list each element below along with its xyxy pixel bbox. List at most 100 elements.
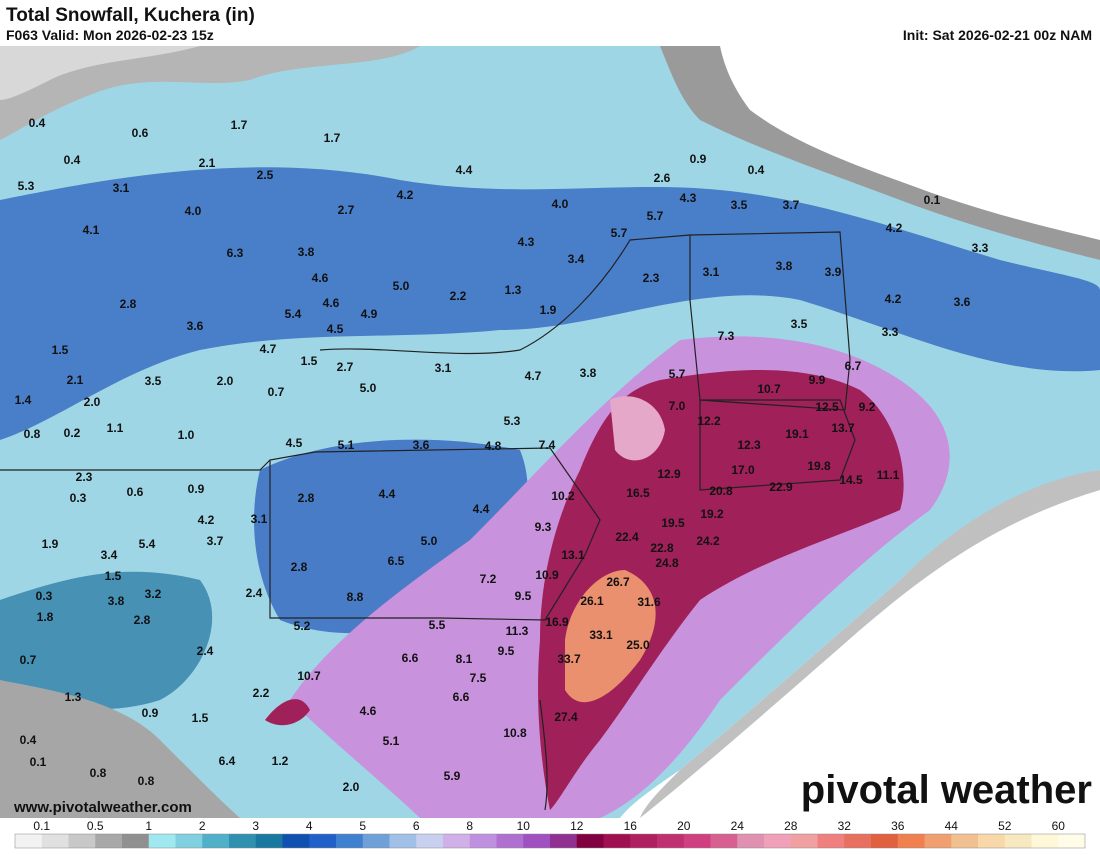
snowfall-label: 3.6 [954, 295, 971, 309]
colorbar-swatch [336, 834, 364, 848]
snowfall-label: 4.4 [473, 502, 490, 516]
extreme-snow-area [565, 570, 656, 703]
snowfall-label: 16.9 [545, 615, 569, 629]
snowfall-label: 0.1 [924, 193, 941, 207]
snowfall-label: 1.4 [15, 393, 32, 407]
snowfall-label: 5.1 [383, 734, 400, 748]
snowfall-label: 1.1 [107, 421, 124, 435]
colorbar-swatch [978, 834, 1006, 848]
snowfall-label: 3.8 [776, 259, 793, 273]
snowfall-label: 1.3 [505, 283, 522, 297]
snowfall-label: 10.7 [297, 669, 321, 683]
snowfall-label: 6.4 [219, 754, 236, 768]
colorbar-swatch [443, 834, 471, 848]
snowfall-label: 26.7 [606, 575, 630, 589]
snowfall-label: 9.3 [535, 520, 552, 534]
colorbar-swatch [229, 834, 257, 848]
no-snow-area [720, 46, 1100, 240]
snowfall-label: 3.7 [783, 198, 800, 212]
init-time: Init: Sat 2026-02-21 00z NAM [903, 27, 1092, 43]
colorbar-swatch [764, 834, 792, 848]
snowfall-label: 6.6 [402, 651, 419, 665]
heavy-snow-core [610, 396, 665, 461]
colorbar-tick-label: 36 [891, 819, 905, 833]
colorbar-swatch [202, 834, 230, 848]
coastline [539, 699, 548, 811]
snowfall-label: 13.7 [831, 421, 855, 435]
colorbar-tick-label: 8 [466, 819, 473, 833]
snowfall-label: 12.5 [815, 400, 839, 414]
colorbar-swatch [309, 834, 337, 848]
colorbar-swatch [255, 834, 283, 848]
snowfall-label: 4.3 [518, 235, 535, 249]
snowfall-label: 5.0 [421, 534, 438, 548]
snowfall-label: 2.4 [197, 644, 214, 658]
snowfall-label: 8.1 [456, 652, 473, 666]
snowfall-label: 6.3 [227, 246, 244, 260]
colorbar-tick-label: 20 [677, 819, 691, 833]
snowfall-label: 3.5 [731, 198, 748, 212]
snowfall-label: 4.9 [361, 307, 378, 321]
snowfall-label: 24.8 [655, 556, 679, 570]
colorbar-tick-label: 60 [1052, 819, 1066, 833]
colorbar-swatch [1058, 834, 1086, 848]
snowfall-label: 1.0 [178, 428, 195, 442]
snowfall-label: 22.8 [650, 541, 674, 555]
colorbar-swatch [844, 834, 872, 848]
snowfall-label: 4.6 [360, 704, 377, 718]
snowfall-label: 0.3 [36, 589, 53, 603]
snowfall-label: 7.2 [480, 572, 497, 586]
snowfall-label: 3.8 [580, 366, 597, 380]
snowfall-label: 4.2 [198, 513, 215, 527]
snowfall-label: 25.0 [626, 638, 650, 652]
snowfall-label: 4.4 [379, 487, 396, 501]
colorbar-tick-label: 52 [998, 819, 1012, 833]
snowfall-label: 0.7 [20, 653, 37, 667]
snowfall-label: 1.5 [105, 569, 122, 583]
snowfall-label: 3.6 [413, 438, 430, 452]
colorbar-swatch [924, 834, 952, 848]
map: 0.4 0.6 1.7 1.7 0.4 2.1 5.3 3.1 2.5 4.4 0.9 0.4 2.6 4… [0, 46, 1100, 818]
colorbar-swatch [630, 834, 658, 848]
snowfall-label: 3.1 [703, 265, 720, 279]
snowfall-label: 16.5 [626, 486, 650, 500]
colorbar-tick-label: 32 [838, 819, 852, 833]
snowfall-label: 3.2 [145, 587, 162, 601]
valid-time: F063 Valid: Mon 2026-02-23 15z [6, 27, 214, 43]
snowfall-label: 10.7 [757, 382, 781, 396]
snowfall-label: 10.2 [551, 489, 575, 503]
state-border [689, 231, 851, 411]
snowfall-label: 4.4 [456, 163, 473, 177]
blue-band [0, 167, 1100, 440]
snowfall-label: 2.7 [338, 203, 355, 217]
snowfall-label: 2.0 [343, 780, 360, 794]
colorbar-tick-label: 0.5 [87, 819, 104, 833]
light-gray-area [0, 46, 200, 100]
snowfall-label: 24.2 [696, 534, 720, 548]
snowfall-label: 3.8 [108, 594, 125, 608]
snowfall-label: 7.5 [470, 671, 487, 685]
snowfall-label: 2.2 [450, 289, 467, 303]
colorbar-swatch [496, 834, 524, 848]
gray-area-south [0, 680, 240, 818]
snowfall-label: 0.1 [30, 755, 47, 769]
snowfall-label: 2.5 [257, 168, 274, 182]
snowfall-label: 5.0 [360, 381, 377, 395]
snowfall-label: 3.1 [113, 181, 130, 195]
snowfall-label: 0.9 [188, 482, 205, 496]
snowfall-label: 5.3 [18, 179, 35, 193]
boundaries [0, 231, 856, 811]
colorbar-swatch [550, 834, 578, 848]
snowfall-label: 2.7 [337, 360, 354, 374]
snowfall-label: 4.2 [886, 221, 903, 235]
colorbar-tick-label: 44 [945, 819, 959, 833]
snowfall-label: 3.5 [145, 374, 162, 388]
snowfall-label: 10.8 [503, 726, 527, 740]
snowfall-label: 3.4 [568, 252, 585, 266]
snowfall-label: 5.3 [504, 414, 521, 428]
snowfall-label: 20.8 [709, 484, 733, 498]
snowfall-label: 13.1 [561, 548, 585, 562]
snowfall-label: 2.6 [654, 171, 671, 185]
snowfall-label: 0.3 [70, 491, 87, 505]
snowfall-label: 8.8 [347, 590, 364, 604]
